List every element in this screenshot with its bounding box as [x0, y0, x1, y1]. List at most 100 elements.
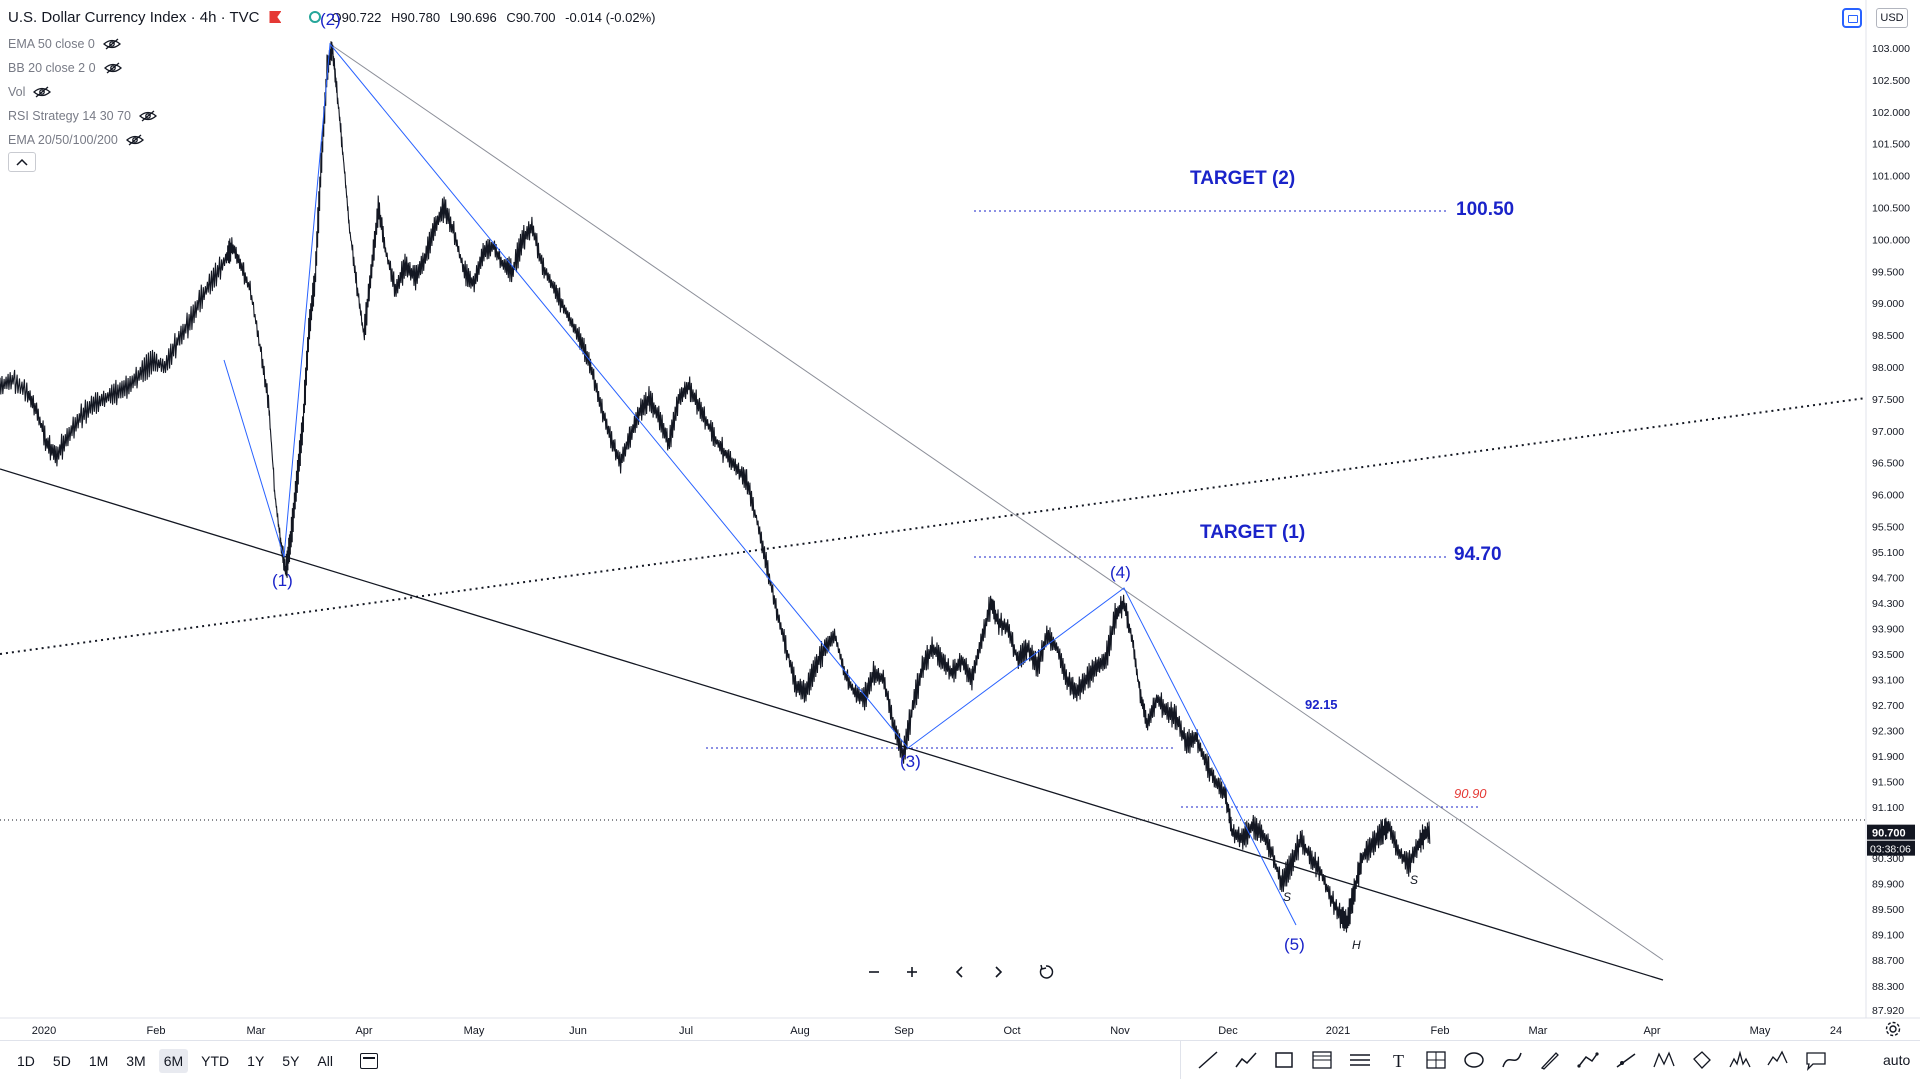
last-price-value: 90.700: [1872, 828, 1906, 840]
zoom-in-button[interactable]: [898, 958, 926, 986]
indicator-legend: EMA 50 close 0 BB 20 close 2 0 Vol RSI S…: [8, 32, 157, 152]
close-value: C90.700: [506, 9, 556, 25]
price-tick: 92.300: [1872, 726, 1904, 738]
scroll-left-button[interactable]: [946, 958, 974, 986]
collapse-legend-button[interactable]: [8, 152, 36, 172]
tool-rotated-rectangle[interactable]: [1683, 1045, 1721, 1075]
chart-canvas[interactable]: 103.000 102.500 102.000 101.500 101.000 100.5…: [0, 0, 1920, 1040]
gear-icon[interactable]: [1884, 1020, 1902, 1038]
path-icon: [1235, 1052, 1257, 1068]
target1-label[interactable]: TARGET (1): [1200, 522, 1306, 543]
target2-label[interactable]: TARGET (2): [1190, 168, 1296, 189]
eye-hidden-icon[interactable]: [139, 110, 157, 122]
price-tick: 91.900: [1872, 751, 1904, 763]
indicator-ema50[interactable]: EMA 50 close 0: [8, 32, 157, 56]
tool-gann-box[interactable]: [1303, 1045, 1341, 1075]
curve-icon: [1502, 1052, 1522, 1068]
symbol-title[interactable]: U.S. Dollar Currency Index · 4h · TVC: [8, 8, 260, 26]
wave-1-label[interactable]: (1): [272, 571, 293, 590]
price-tick: 93.500: [1872, 649, 1904, 661]
range-button-1m[interactable]: 1M: [88, 1053, 109, 1069]
ray-icon: [1616, 1053, 1636, 1068]
level-92-15-label[interactable]: 92.15: [1305, 697, 1338, 712]
price-tick: 89.900: [1872, 879, 1904, 891]
tool-callout[interactable]: [1797, 1045, 1835, 1075]
callout-icon: [1806, 1052, 1826, 1071]
price-tick: 93.100: [1872, 675, 1904, 687]
range-button-5d[interactable]: 5D: [52, 1053, 71, 1069]
level-90-90-label[interactable]: 90.90: [1454, 786, 1487, 801]
zoom-out-button[interactable]: [860, 958, 888, 986]
range-button-3m[interactable]: 3M: [126, 1053, 146, 1069]
calendar-icon[interactable]: [359, 1053, 378, 1069]
text-icon: T: [1393, 1051, 1404, 1071]
tool-text[interactable]: T: [1379, 1045, 1417, 1075]
target2-value[interactable]: 100.50: [1456, 199, 1515, 220]
upper-trendline: [329, 43, 1664, 961]
time-tick: Dec: [1218, 1025, 1238, 1037]
tool-path[interactable]: [1227, 1045, 1265, 1075]
currency-badge[interactable]: USD: [1876, 8, 1908, 28]
tool-polyline[interactable]: [1569, 1045, 1607, 1075]
zoom-in-icon: [907, 967, 917, 977]
tool-horizontal-lines[interactable]: [1341, 1045, 1379, 1075]
tool-xabcd-pattern[interactable]: [1645, 1045, 1683, 1075]
price-tick: 96.500: [1872, 458, 1904, 470]
eye-hidden-icon[interactable]: [125, 134, 144, 146]
range-button-5y[interactable]: 5Y: [282, 1053, 300, 1069]
shoulder-right-label[interactable]: S: [1410, 873, 1419, 887]
scroll-right-button[interactable]: [984, 958, 1012, 986]
elliott-wave-lines: [223, 42, 1297, 926]
price-tick: 103.000: [1872, 43, 1910, 55]
price-tick: 98.000: [1872, 362, 1904, 374]
range-button-all[interactable]: All: [317, 1053, 333, 1069]
chart-area[interactable]: 103.000 102.500 102.000 101.500 101.000 100.5…: [0, 0, 1920, 1037]
indicator-rsi[interactable]: RSI Strategy 14 30 70: [8, 104, 157, 128]
price-tick: 97.000: [1872, 426, 1904, 438]
tool-curve[interactable]: [1493, 1045, 1531, 1075]
reset-chart-button[interactable]: [1032, 958, 1060, 986]
flag-icon[interactable]: [269, 11, 281, 23]
shoulder-left-label[interactable]: S: [1283, 890, 1292, 904]
wave-4-label[interactable]: (4): [1110, 563, 1131, 582]
compare-icon[interactable]: [1842, 8, 1862, 28]
tool-elliott-wave[interactable]: [1759, 1045, 1797, 1075]
range-button-6m[interactable]: 6M: [158, 1049, 189, 1073]
rectangle-icon: [1275, 1052, 1293, 1068]
wave-2-label[interactable]: (2): [320, 10, 341, 29]
time-tick: Apr: [1643, 1025, 1660, 1037]
tool-ray[interactable]: [1607, 1045, 1645, 1075]
eye-hidden-icon[interactable]: [103, 62, 122, 74]
wave-5-label[interactable]: (5): [1284, 935, 1305, 954]
head-label[interactable]: H: [1352, 938, 1361, 952]
tool-ellipse[interactable]: [1455, 1045, 1493, 1075]
range-button-1y[interactable]: 1Y: [247, 1053, 265, 1069]
elliott-wave-path: [223, 42, 1297, 926]
indicator-vol[interactable]: Vol: [8, 80, 157, 104]
chevron-up-icon: [16, 158, 28, 166]
scroll-right-icon: [995, 966, 1003, 978]
eye-hidden-icon[interactable]: [33, 86, 52, 98]
market-status-icon: [309, 11, 322, 23]
target1-value[interactable]: 94.70: [1454, 544, 1502, 565]
range-button-ytd[interactable]: YTD: [201, 1053, 230, 1069]
price-tick: 100.000: [1872, 234, 1910, 246]
indicator-label: RSI Strategy 14 30 70: [8, 109, 131, 123]
tool-trend-line[interactable]: [1189, 1045, 1227, 1075]
time-tick: Feb: [1431, 1025, 1450, 1037]
eye-hidden-icon[interactable]: [102, 38, 121, 50]
auto-scale-toggle[interactable]: auto: [1883, 1052, 1911, 1068]
tool-crosshair-frame[interactable]: [1417, 1045, 1455, 1075]
tool-head-shoulders[interactable]: [1721, 1045, 1759, 1075]
time-tick: Mar: [247, 1025, 266, 1037]
time-tick: Jun: [569, 1025, 587, 1037]
ohlc-values: O90.722 H90.780 L90.696 C90.700 -0.014 (…: [331, 10, 661, 25]
tool-rectangle[interactable]: [1265, 1045, 1303, 1075]
indicator-bb[interactable]: BB 20 close 2 0: [8, 56, 157, 80]
range-button-1d[interactable]: 1D: [17, 1053, 35, 1069]
chart-nav-controls: [860, 955, 1060, 989]
price-tick: 100.500: [1872, 202, 1910, 214]
tool-brush[interactable]: [1531, 1045, 1569, 1075]
wave-3-label[interactable]: (3): [900, 752, 921, 771]
indicator-ema-multi[interactable]: EMA 20/50/100/200: [8, 128, 157, 152]
